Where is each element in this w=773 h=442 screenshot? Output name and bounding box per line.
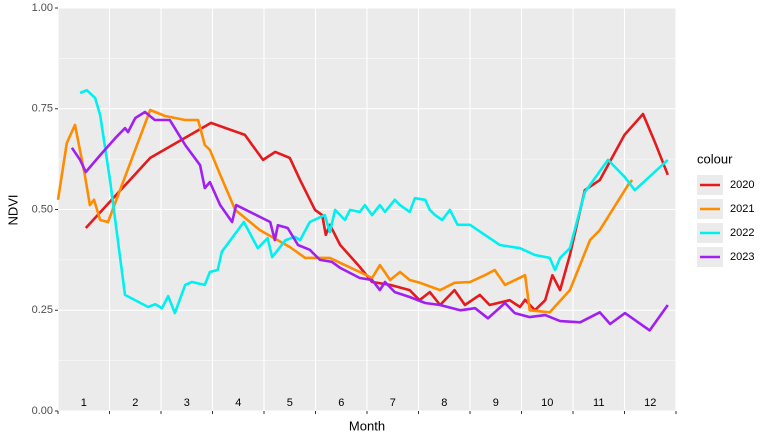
legend-label: 2022	[730, 227, 754, 239]
x-axis-title: Month	[349, 418, 385, 433]
month-label: 8	[441, 397, 447, 409]
month-label: 3	[184, 397, 190, 409]
lines	[56, 88, 670, 332]
month-label: 10	[541, 397, 553, 409]
y-tick-label: 0.00	[32, 405, 53, 417]
legend-label: 2021	[730, 203, 754, 215]
month-label: 12	[644, 397, 656, 409]
month-label: 9	[493, 397, 499, 409]
month-label: 2	[132, 397, 138, 409]
month-label: 4	[235, 397, 241, 409]
series-line	[84, 112, 670, 312]
y-axis-title: NDVI	[5, 194, 20, 225]
y-tick-label: 0.25	[32, 304, 53, 316]
y-tick-label: 0.50	[32, 203, 53, 215]
y-tick-label: 0.75	[32, 103, 53, 115]
legend-label: 2023	[730, 251, 754, 263]
series-line	[70, 110, 669, 332]
series-line	[79, 88, 669, 315]
month-label: 11	[593, 397, 604, 409]
month-label: 6	[338, 397, 344, 409]
series-line	[56, 108, 634, 314]
month-label: 1	[81, 397, 87, 409]
month-label: 5	[287, 397, 293, 409]
legend-title: colour	[697, 151, 733, 166]
legend-label: 2020	[730, 179, 754, 191]
month-label: 7	[390, 397, 396, 409]
y-tick-label: 1.00	[32, 2, 53, 14]
